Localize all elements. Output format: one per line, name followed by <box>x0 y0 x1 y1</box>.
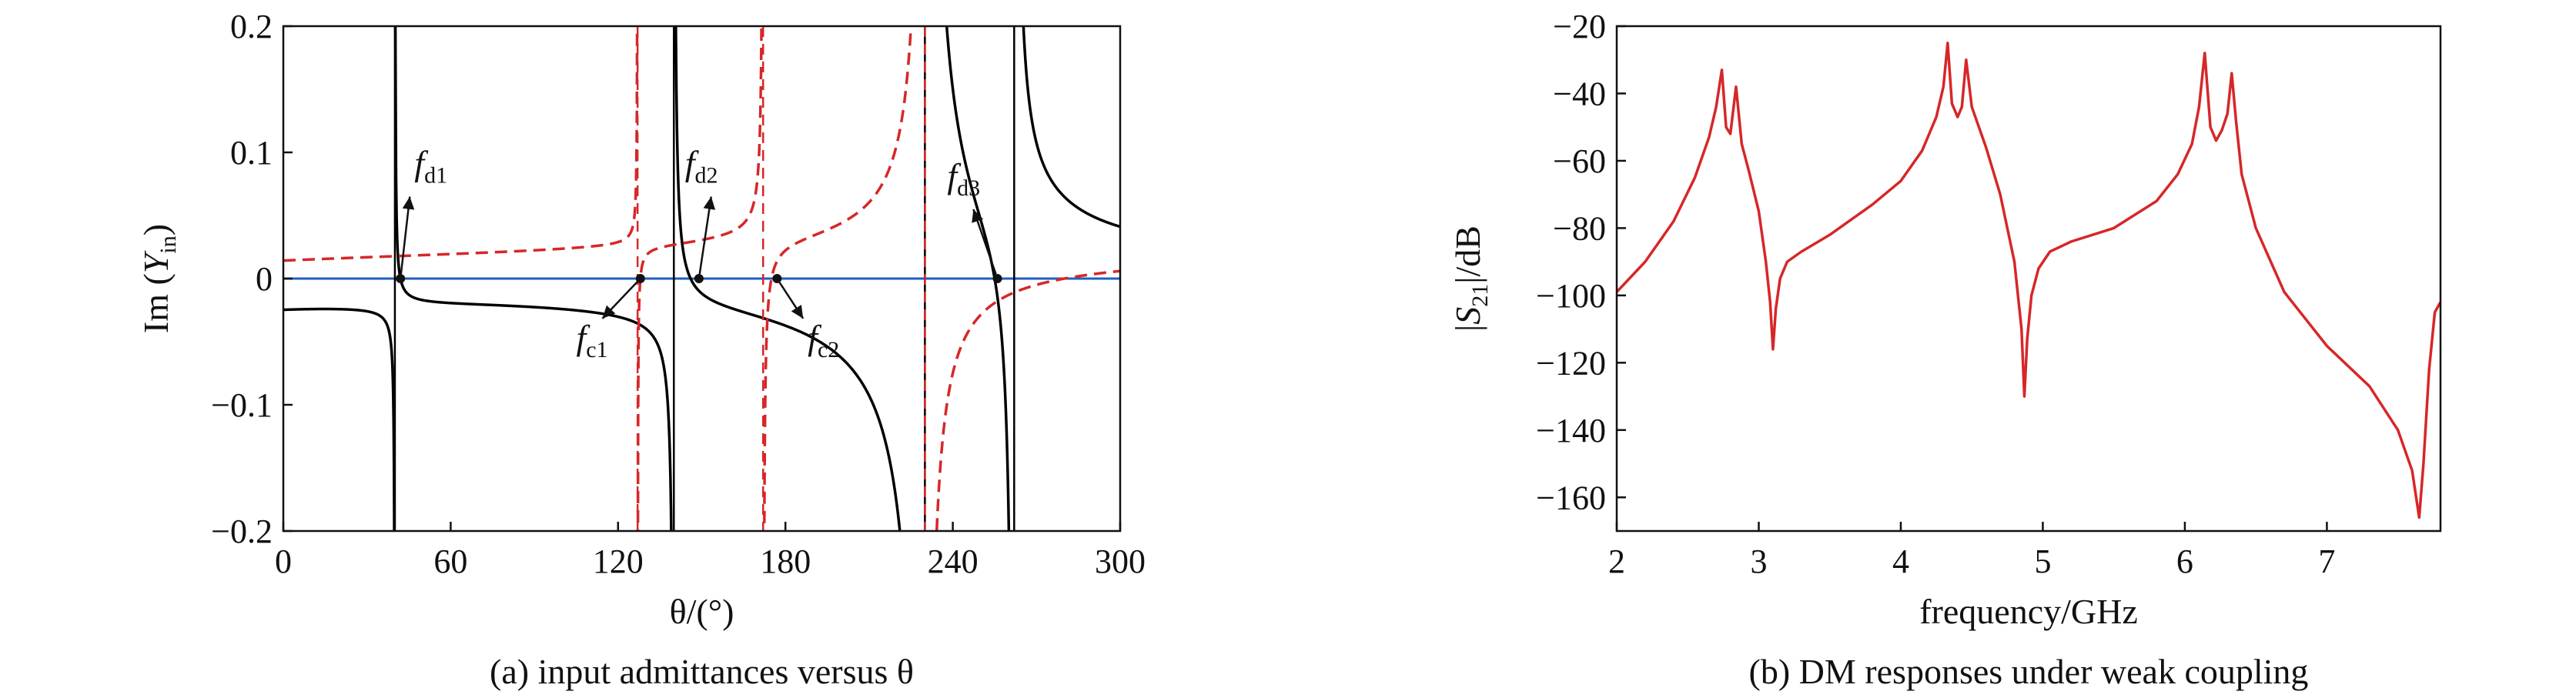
x-axis-label: frequency/GHz <box>1919 592 2138 631</box>
y-label-var: Y <box>136 250 176 273</box>
annotation-label-d3: fd3 <box>947 156 980 201</box>
x-tick-label: 4 <box>1892 543 1909 580</box>
x-tick-label: 60 <box>433 543 467 580</box>
y-axis-label: |S21|/dB <box>1448 225 1493 332</box>
y-label-end: |/dB <box>1448 225 1487 284</box>
y-tick-label: −120 <box>1536 344 1606 382</box>
plot-frame <box>1615 25 2442 533</box>
annotation-label-d2: fd2 <box>685 144 718 189</box>
annotation-label-sub: d2 <box>695 163 718 189</box>
chart-caption: (b) DM responses under weak coupling <box>1749 652 2309 691</box>
x-tick-label: 5 <box>2034 543 2051 580</box>
annotation-arrowhead <box>703 196 716 210</box>
x-tick-label: 6 <box>2176 543 2193 580</box>
x-axis-label: θ/(°) <box>670 592 734 631</box>
x-tick-label: 0 <box>275 543 292 580</box>
y-tick-label: −80 <box>1553 209 1606 247</box>
y-tick-label: −0.2 <box>211 513 273 550</box>
annotation-arrowhead <box>791 304 804 319</box>
x-tick-label: 3 <box>1750 543 1767 580</box>
chart-a: fd1 fd2 fd3 fc1 fc2 0 60 120 180 240 300 −0.2 −0.1 0 0… <box>136 8 1146 691</box>
annotation-arrowhead <box>972 209 984 223</box>
x-tick-label: 240 <box>928 543 979 580</box>
chart-caption: (a) input admittances versus θ <box>490 652 914 691</box>
annotation-point <box>992 274 1002 283</box>
y-tick-label: −0.1 <box>211 386 273 424</box>
y-tick-label: 0.1 <box>230 134 273 172</box>
chart-b: 2 3 4 5 6 7 −20 −40 −60 −80 −100 −120 −140 −160 freque… <box>1448 8 2442 691</box>
y-tick-label: −20 <box>1553 8 1606 45</box>
annotations: fd1 fd2 fd3 fc1 fc2 <box>396 144 1002 362</box>
y-tick-label: −60 <box>1553 142 1606 180</box>
annotation-point <box>772 274 782 283</box>
plot-area <box>283 26 1120 531</box>
annotation-label-sub: d1 <box>424 163 447 189</box>
annotation-point <box>694 274 704 283</box>
y-label-main: | <box>1448 325 1487 332</box>
x-tick-label: 7 <box>2318 543 2335 580</box>
annotation-arrowhead <box>602 305 616 319</box>
x-tick-label: 180 <box>760 543 811 580</box>
annotation-label-d1: fd1 <box>414 144 447 189</box>
x-tick-label: 300 <box>1095 543 1146 580</box>
y-tick-label: −160 <box>1536 479 1606 516</box>
annotation-arrow-line <box>698 196 712 275</box>
y-label-sub: in <box>156 235 181 253</box>
annotation-label-c2: fc2 <box>808 318 839 362</box>
y-label-sub: 21 <box>1467 284 1493 307</box>
x-tick-label: 2 <box>1608 543 1625 580</box>
annotation-arrowhead <box>402 196 415 210</box>
y-label-end: ) <box>136 224 176 235</box>
annotation-label-c1: fc1 <box>576 318 607 362</box>
y-axis-label: Im (Yin) <box>136 224 181 333</box>
y-tick-label: −40 <box>1553 75 1606 112</box>
series-s21-line <box>1617 42 2441 519</box>
annotation-label-sub: d3 <box>957 175 980 201</box>
annotation-arrow-line <box>400 196 411 275</box>
y-label-var: S <box>1448 307 1487 325</box>
x-tick-label: 120 <box>593 543 644 580</box>
y-tick-label: −140 <box>1536 412 1606 449</box>
series-black-solid-line <box>283 26 1120 531</box>
y-label-main: Im ( <box>136 273 176 333</box>
annotation-point <box>635 274 645 283</box>
y-tick-label: −100 <box>1536 277 1606 315</box>
y-tick-label: 0.2 <box>230 8 273 45</box>
plot-area <box>1617 42 2441 519</box>
series-red-dashed-line <box>283 26 1120 531</box>
annotation-point <box>396 274 406 283</box>
annotation-label-sub: c1 <box>586 337 607 362</box>
y-tick-label: 0 <box>256 260 273 298</box>
annotation-label-sub: c2 <box>818 337 839 362</box>
